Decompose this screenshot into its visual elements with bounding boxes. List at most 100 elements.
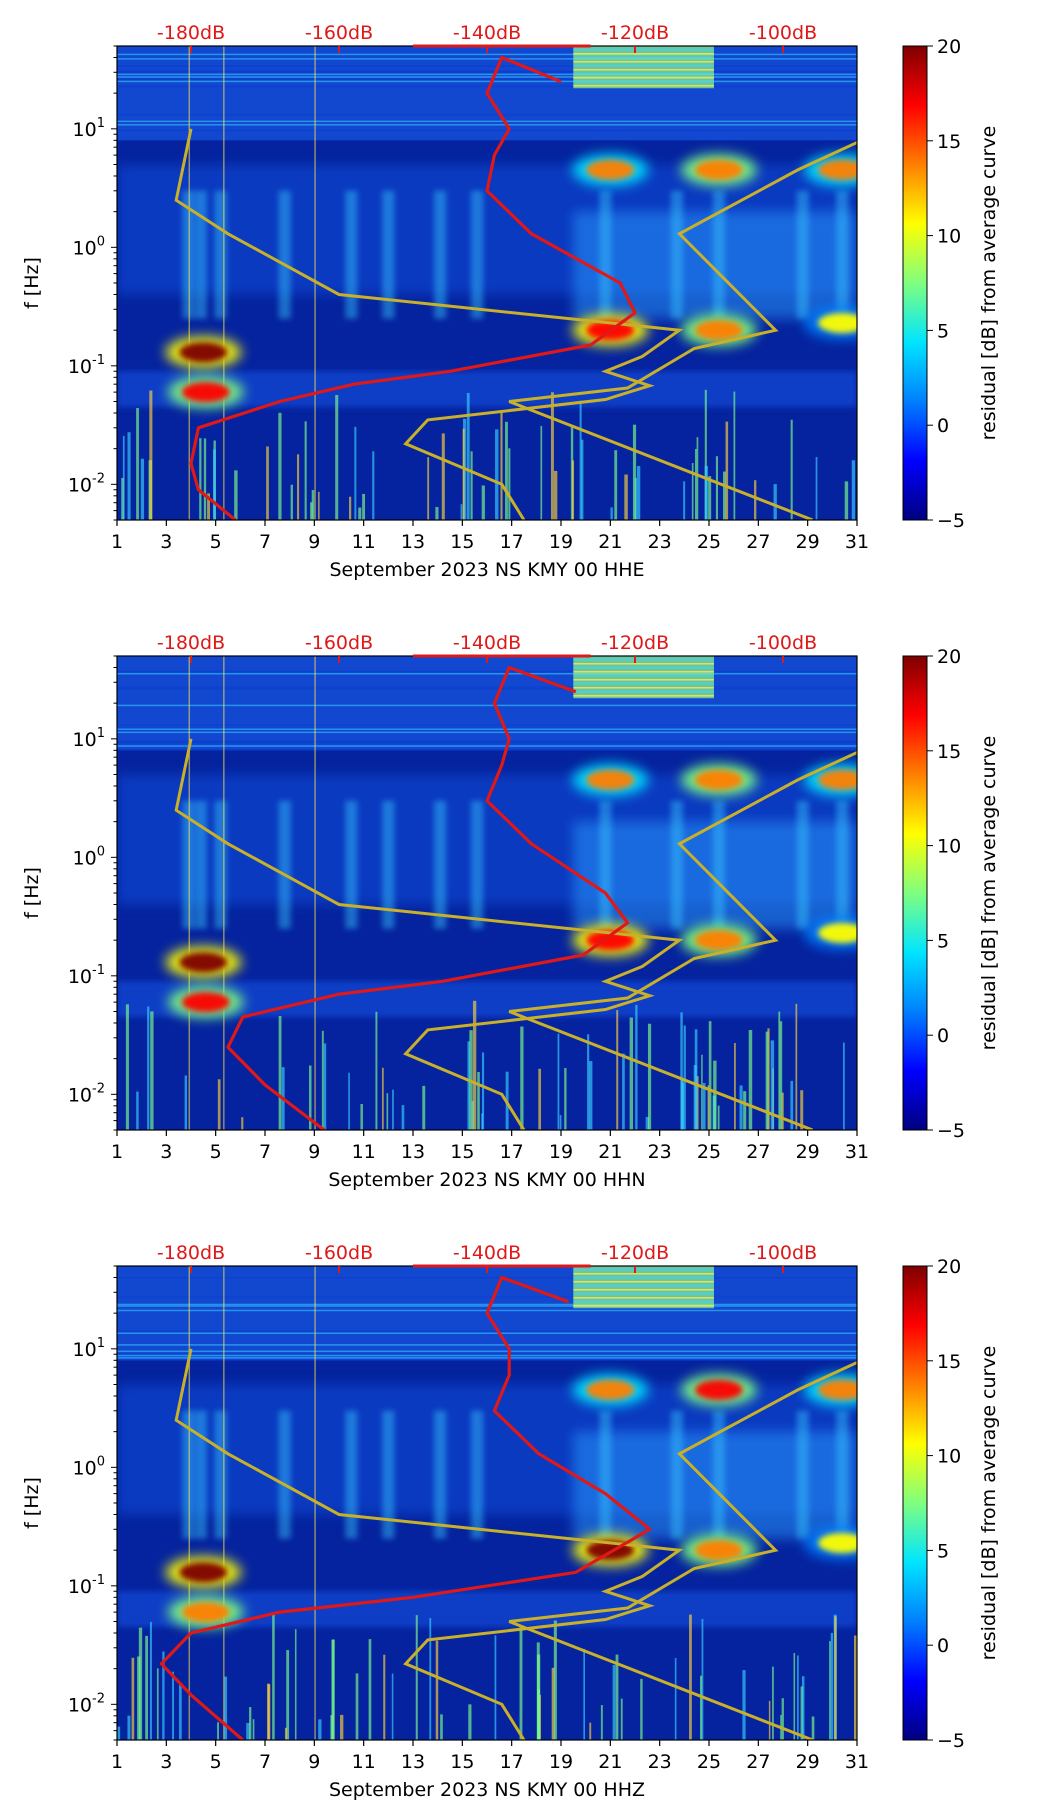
db-tick-label: -160dB <box>305 22 373 44</box>
event-core <box>181 992 230 1013</box>
db-tick-label: -180dB <box>157 22 225 44</box>
colorbar <box>902 45 928 521</box>
colorbar-tick-label: −5 <box>937 1730 965 1752</box>
x-tick-label: 13 <box>401 1751 425 1773</box>
y-tick-label: 10-2 <box>68 1691 105 1716</box>
x-axis-label: September 2023 NS KMY 00 HHE <box>329 559 644 581</box>
x-tick-label: 11 <box>352 531 376 553</box>
colorbar <box>902 655 928 1131</box>
event-core <box>818 312 857 333</box>
spectrogram-image <box>117 656 857 1130</box>
y-axis-label: f [Hz] <box>21 257 43 309</box>
event-core <box>818 1532 857 1553</box>
colorbar-tick-label: 5 <box>937 1540 949 1562</box>
y-tick-label: 101 <box>73 1336 105 1361</box>
colorbar-tick-label: −5 <box>937 510 965 532</box>
x-tick-label: 1 <box>111 531 123 553</box>
x-tick-label: 29 <box>796 1751 820 1773</box>
event-core <box>586 769 635 790</box>
x-tick-label: 1 <box>111 1751 123 1773</box>
x-tick-label: 9 <box>308 1751 320 1773</box>
colorbar-tick-label: 0 <box>937 415 949 437</box>
event-core <box>179 342 228 363</box>
y-tick-label: 101 <box>73 726 105 751</box>
colorbar-tick-label: −5 <box>937 1120 965 1142</box>
colorbar <box>902 1265 928 1741</box>
psd-curve <box>226 665 630 1130</box>
x-tick-label: 11 <box>352 1751 376 1773</box>
event-core <box>586 159 635 180</box>
x-tick-label: 21 <box>598 1141 622 1163</box>
x-tick-label: 19 <box>549 1141 573 1163</box>
db-tick-label: -100dB <box>749 22 817 44</box>
event-core <box>818 1379 857 1400</box>
colorbar-tick-label: 0 <box>937 1025 949 1047</box>
x-tick-label: 15 <box>450 1751 474 1773</box>
x-tick-label: 31 <box>845 1141 869 1163</box>
y-tick-label: 101 <box>73 116 105 141</box>
x-tick-label: 15 <box>450 531 474 553</box>
event-core <box>694 320 743 341</box>
spectrogram-image <box>117 46 857 520</box>
db-tick-label: -140dB <box>453 22 521 44</box>
x-tick-label: 13 <box>401 1141 425 1163</box>
db-tick-label: -120dB <box>601 1242 669 1264</box>
colorbar-tick-label: 20 <box>937 36 961 58</box>
colorbar-tick-label: 15 <box>937 741 961 763</box>
x-tick-label: 7 <box>259 1141 271 1163</box>
colorbar-tick-label: 0 <box>937 1635 949 1657</box>
db-tick-label: -180dB <box>157 1242 225 1264</box>
x-tick-label: 25 <box>697 531 721 553</box>
x-tick-label: 5 <box>210 531 222 553</box>
x-tick-label: 25 <box>697 1141 721 1163</box>
colorbar-tick-label: 20 <box>937 646 961 668</box>
x-tick-label: 7 <box>259 531 271 553</box>
y-tick-label: 10-2 <box>68 1081 105 1106</box>
event-core <box>694 769 743 790</box>
x-tick-label: 31 <box>845 531 869 553</box>
noise-model-low-curve <box>174 1348 684 1740</box>
colorbar-tick-label: 15 <box>937 131 961 153</box>
colorbar-tick-label: 5 <box>937 930 949 952</box>
x-tick-label: 9 <box>308 531 320 553</box>
x-tick-label: 3 <box>160 1751 172 1773</box>
x-tick-label: 29 <box>796 531 820 553</box>
db-tick-label: -120dB <box>601 632 669 654</box>
y-tick-label: 10-2 <box>68 471 105 496</box>
noise-model-high-curve <box>508 1360 857 1740</box>
db-tick-label: -180dB <box>157 632 225 654</box>
event-core <box>694 1540 743 1561</box>
colorbar-tick-label: 10 <box>937 1446 961 1468</box>
noise-model-high-curve <box>508 750 857 1130</box>
event-core <box>179 952 228 973</box>
y-axis-label: f [Hz] <box>21 1477 43 1529</box>
x-tick-label: 23 <box>648 1141 672 1163</box>
colorbar-label: residual [dB] from average curve <box>978 1346 1000 1661</box>
x-tick-label: 21 <box>598 1751 622 1773</box>
x-tick-label: 3 <box>160 1141 172 1163</box>
y-tick-label: 100 <box>73 234 105 259</box>
x-tick-label: 27 <box>746 1751 770 1773</box>
x-tick-label: 11 <box>352 1141 376 1163</box>
colorbar-tick-label: 10 <box>937 226 961 248</box>
event-core <box>818 922 857 943</box>
x-tick-label: 9 <box>308 1141 320 1163</box>
noise-model-low-curve <box>174 738 684 1130</box>
x-axis-label: September 2023 NS KMY 00 HHN <box>328 1169 645 1191</box>
y-tick-label: 10-1 <box>68 353 105 378</box>
db-tick-label: -140dB <box>453 632 521 654</box>
x-tick-label: 19 <box>549 1751 573 1773</box>
event-core <box>586 1379 635 1400</box>
event-core <box>694 930 743 951</box>
event-core <box>694 1379 743 1400</box>
x-tick-label: 17 <box>500 1141 524 1163</box>
x-tick-label: 25 <box>697 1751 721 1773</box>
db-tick-label: -120dB <box>601 22 669 44</box>
x-tick-label: 17 <box>500 1751 524 1773</box>
event-core <box>818 769 857 790</box>
event-core <box>181 1602 230 1623</box>
